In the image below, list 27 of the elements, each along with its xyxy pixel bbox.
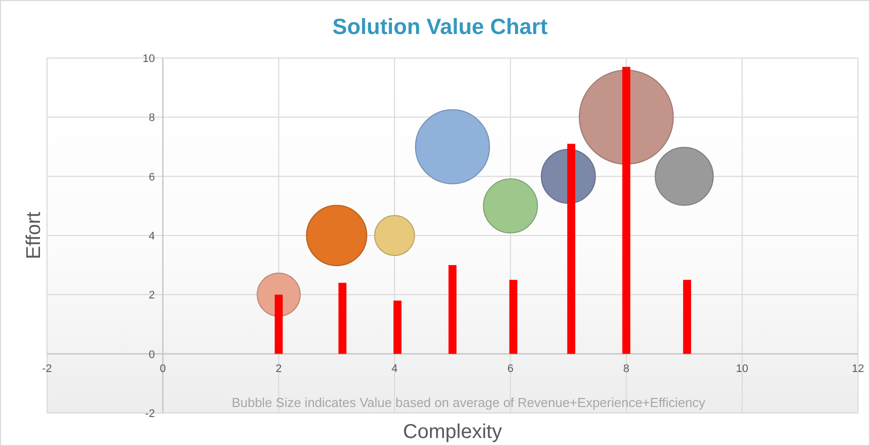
chart-title: Solution Value Chart [332, 14, 548, 39]
y-tick-label: 4 [148, 230, 155, 242]
y-axis-title: Effort [23, 211, 45, 260]
y-tick-label: 2 [148, 290, 155, 302]
x-tick-label: 0 [160, 362, 166, 375]
x-tick-label: 12 [852, 362, 864, 375]
x-tick-label: 2 [276, 362, 282, 375]
y-tick-label: 8 [148, 112, 155, 124]
bar [448, 265, 456, 354]
bar [683, 280, 692, 354]
x-tick-label: 8 [623, 362, 630, 375]
x-axis-title: Complexity [403, 421, 502, 443]
bar [338, 282, 346, 354]
bar [509, 280, 518, 354]
y-tick-label: 6 [148, 171, 155, 184]
bar [393, 300, 402, 354]
y-tick-label: 0 [148, 348, 155, 361]
bar [274, 294, 283, 354]
bar [622, 66, 630, 354]
x-tick-label: 10 [736, 362, 748, 375]
x-tick-label: 4 [392, 362, 398, 375]
annotation: Bubble Size indicates Value based on average of Revenue+Experience+Efficiency [232, 395, 706, 410]
y-tick-label: -2 [145, 408, 155, 420]
x-tick-label: 6 [507, 362, 514, 375]
y-tick-label: 10 [142, 53, 155, 65]
bar [567, 144, 576, 354]
x-tick-label: -2 [42, 362, 52, 375]
